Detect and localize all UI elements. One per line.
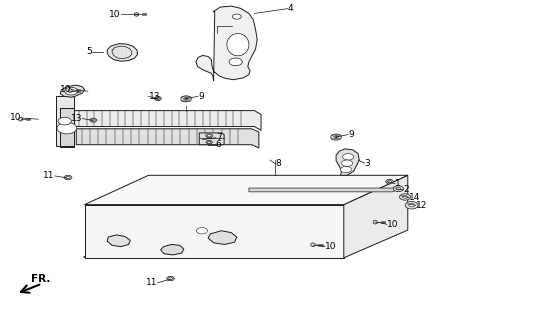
Circle shape <box>181 96 191 102</box>
Circle shape <box>196 228 207 234</box>
Text: 1: 1 <box>395 179 401 188</box>
Polygon shape <box>85 204 344 258</box>
Circle shape <box>232 14 241 19</box>
Text: 6: 6 <box>216 140 222 149</box>
Polygon shape <box>19 117 23 121</box>
Text: 13: 13 <box>149 92 160 101</box>
Circle shape <box>65 87 78 95</box>
Polygon shape <box>166 276 175 281</box>
Circle shape <box>229 58 242 66</box>
Text: 14: 14 <box>409 193 420 202</box>
Polygon shape <box>196 6 257 81</box>
Circle shape <box>156 97 160 100</box>
Text: 2: 2 <box>403 186 409 195</box>
Circle shape <box>396 188 400 190</box>
Circle shape <box>342 160 353 166</box>
Polygon shape <box>208 231 237 244</box>
Polygon shape <box>161 244 184 255</box>
Circle shape <box>57 123 77 134</box>
Polygon shape <box>107 44 138 61</box>
Polygon shape <box>205 134 213 138</box>
Text: 10: 10 <box>60 85 71 94</box>
Polygon shape <box>90 118 97 122</box>
Polygon shape <box>373 220 377 224</box>
Polygon shape <box>74 111 261 130</box>
Text: 13: 13 <box>71 114 82 123</box>
Polygon shape <box>60 85 85 97</box>
Circle shape <box>207 135 211 137</box>
Polygon shape <box>154 97 161 100</box>
Polygon shape <box>107 235 131 247</box>
Polygon shape <box>206 140 212 144</box>
Polygon shape <box>134 12 138 16</box>
Circle shape <box>388 180 392 183</box>
Circle shape <box>66 176 70 179</box>
Polygon shape <box>85 175 408 204</box>
Circle shape <box>341 166 352 173</box>
Polygon shape <box>64 175 72 180</box>
Circle shape <box>58 117 71 125</box>
Text: 5: 5 <box>86 47 92 56</box>
Text: 10: 10 <box>387 220 398 229</box>
Polygon shape <box>336 149 359 175</box>
Text: 11: 11 <box>43 172 55 180</box>
Polygon shape <box>227 34 249 56</box>
Text: 12: 12 <box>415 201 427 210</box>
Text: 8: 8 <box>275 159 281 168</box>
Circle shape <box>184 98 189 100</box>
Polygon shape <box>56 96 74 147</box>
Circle shape <box>169 277 173 280</box>
Polygon shape <box>60 108 74 147</box>
Text: 10: 10 <box>10 114 22 123</box>
Polygon shape <box>76 129 259 148</box>
Circle shape <box>334 136 338 138</box>
Polygon shape <box>385 180 394 184</box>
Circle shape <box>331 134 341 140</box>
Circle shape <box>405 202 418 209</box>
Text: FR.: FR. <box>31 274 50 284</box>
Circle shape <box>393 186 404 192</box>
Circle shape <box>185 98 187 100</box>
Circle shape <box>343 154 354 160</box>
Polygon shape <box>249 186 398 192</box>
Text: 4: 4 <box>288 4 293 13</box>
Text: 10: 10 <box>325 242 337 251</box>
Polygon shape <box>68 89 72 92</box>
Polygon shape <box>199 133 224 145</box>
Circle shape <box>91 119 95 121</box>
Circle shape <box>207 141 211 143</box>
Circle shape <box>409 204 414 207</box>
Text: 9: 9 <box>348 130 354 139</box>
Polygon shape <box>84 225 403 257</box>
Text: 10: 10 <box>109 10 121 19</box>
Text: 7: 7 <box>216 133 222 142</box>
Text: 3: 3 <box>365 159 371 168</box>
Circle shape <box>399 194 410 200</box>
Text: 11: 11 <box>147 278 158 287</box>
Circle shape <box>335 136 337 138</box>
Polygon shape <box>344 175 408 258</box>
Circle shape <box>403 196 408 198</box>
Polygon shape <box>311 243 315 247</box>
Text: 9: 9 <box>198 92 204 101</box>
